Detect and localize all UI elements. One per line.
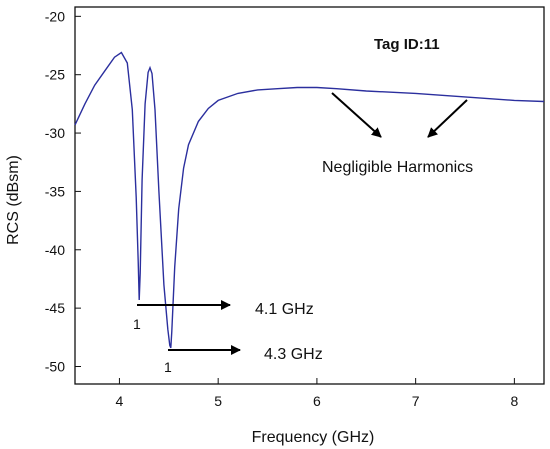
- harmonics-arrow-right: [427, 99, 468, 138]
- y-axis-label: RCS (dBsm): [5, 155, 22, 245]
- tag-id-label: Tag ID:11: [374, 36, 440, 53]
- plot-frame: [74, 6, 545, 385]
- resonance-1-mode-label: 1: [133, 316, 141, 332]
- y-tick-label: -45: [45, 300, 65, 316]
- ticks-layer: 4 5 6 7 8 -20 -25 -30 -35 -40 -45 -50: [45, 8, 519, 409]
- y-tick-label: -20: [45, 8, 65, 24]
- axes-layer: [74, 6, 545, 385]
- series-line: [74, 51, 545, 349]
- y-tick-label: -30: [45, 125, 65, 141]
- harmonics-arrow-left: [331, 92, 382, 138]
- x-axis-label: Frequency (GHz): [252, 429, 375, 446]
- y-tick-label: -25: [45, 67, 65, 83]
- x-tick-label: 4: [116, 393, 124, 409]
- y-tick-label: -40: [45, 242, 65, 258]
- x-tick-label: 5: [214, 393, 222, 409]
- resonance-1-frequency-label: 4.1 GHz: [255, 301, 314, 318]
- y-tick-label: -35: [45, 183, 65, 199]
- x-tick-label: 6: [313, 393, 321, 409]
- resonance-2-frequency-label: 4.3 GHz: [264, 346, 323, 363]
- x-tick-label: 7: [412, 393, 420, 409]
- annotation-layer: [137, 92, 468, 355]
- x-tick-label: 8: [510, 393, 518, 409]
- y-tick-label: -50: [45, 358, 65, 374]
- harmonics-annotation: Negligible Harmonics: [322, 159, 473, 176]
- resonance-2-mode-label: 1: [164, 359, 172, 375]
